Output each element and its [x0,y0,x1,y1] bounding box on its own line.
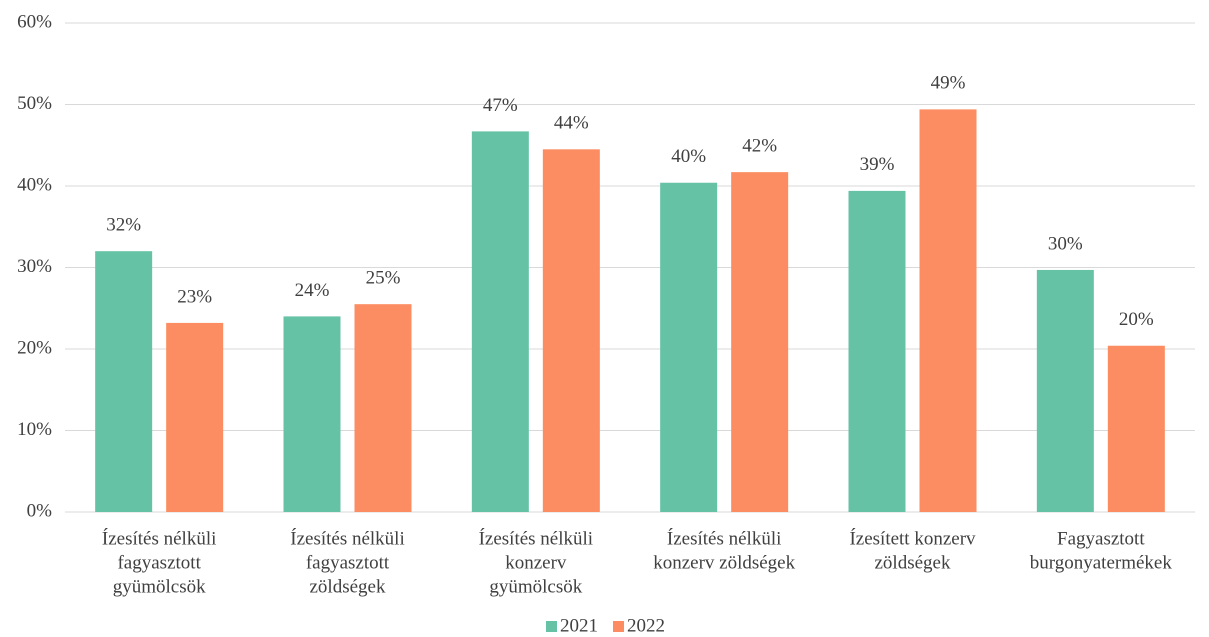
data-label: 23% [177,286,212,307]
bar [731,172,789,512]
x-tick-label: konzerv [505,552,567,573]
y-tick-label: 40% [17,174,52,195]
bar [1107,345,1165,512]
bar [919,109,977,512]
y-tick-label: 60% [17,11,52,32]
data-label: 30% [1048,233,1083,254]
bar [354,304,412,512]
y-tick-label: 10% [17,419,52,440]
bar [542,149,600,512]
data-label: 39% [860,154,895,175]
x-tick-label: konzerv zöldségek [653,552,795,573]
x-tick-label: zöldségek [875,552,951,573]
x-tick-label: gyümölcsök [489,576,582,597]
y-tick-label: 30% [17,256,52,277]
x-tick-label: zöldségek [310,576,386,597]
data-label: 24% [295,280,330,301]
data-label: 47% [483,95,518,116]
legend-label: 2022 [627,615,665,636]
bar [283,316,341,512]
legend-swatch [546,621,557,632]
data-label: 25% [366,268,401,289]
y-tick-label: 50% [17,93,52,114]
bar [95,251,153,512]
x-tick-label: Ízesítés nélküli [102,527,217,549]
bar [660,182,718,513]
y-tick-label: 20% [17,337,52,358]
x-tick-label: fagyasztott [306,552,390,573]
legend-label: 2021 [560,615,598,636]
data-label: 32% [106,215,141,236]
y-tick-label: 0% [27,500,53,521]
bar [848,190,906,512]
bar [1036,269,1094,512]
data-label: 44% [554,113,589,134]
data-label: 49% [931,73,966,94]
x-tick-label: Ízesítés nélküli [290,527,405,549]
x-tick-label: gyümölcsök [113,576,206,597]
bar [166,322,224,512]
legend-swatch [613,621,624,632]
x-tick-label: Ízesítés nélküli [667,527,782,549]
data-label: 40% [671,146,706,167]
x-tick-label: Fagyasztott [1057,528,1145,549]
x-tick-label: Ízesítés nélküli [479,527,594,549]
bar [471,131,529,512]
x-tick-label: Ízesített konzerv [849,527,976,549]
data-label: 20% [1119,309,1154,330]
x-tick-label: burgonyatermékek [1030,552,1173,573]
data-label: 42% [742,136,777,157]
x-tick-label: fagyasztott [117,552,201,573]
